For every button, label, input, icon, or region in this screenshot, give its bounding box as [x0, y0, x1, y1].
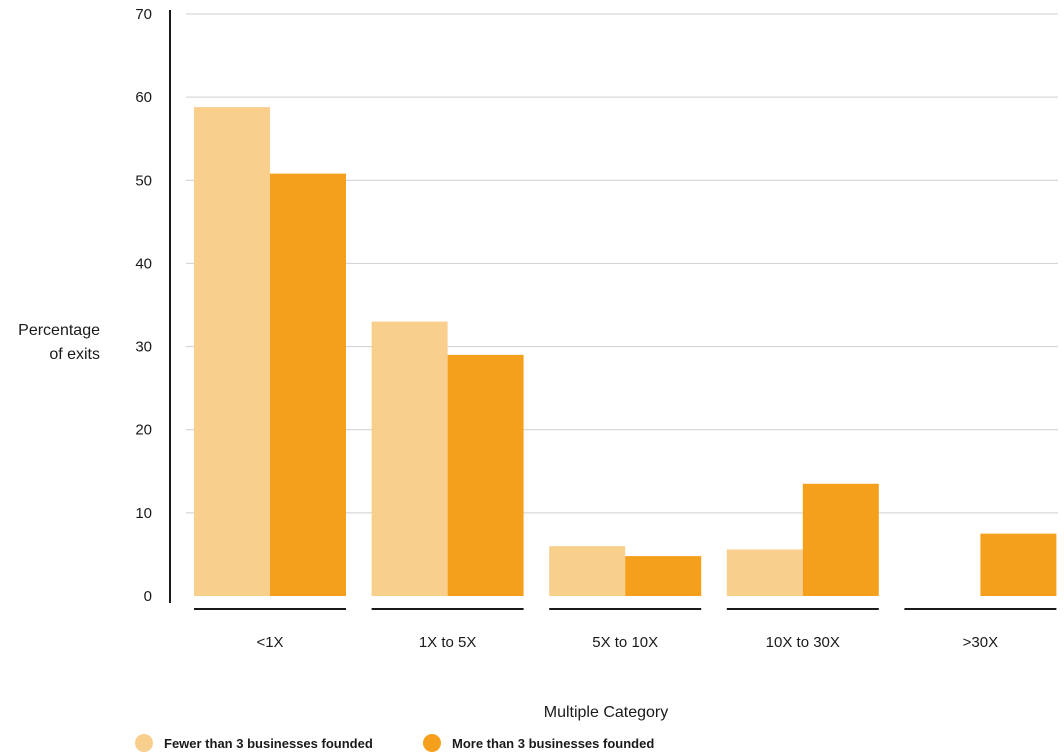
- x-axis-title: Multiple Category: [544, 704, 669, 721]
- bar-fewer-0: [194, 107, 270, 597]
- x-tick-label: 10X to 30X: [766, 634, 840, 651]
- y-tick-label: 40: [135, 255, 152, 272]
- bar-more-2: [625, 556, 702, 596]
- x-tick-label: 5X to 10X: [592, 634, 658, 651]
- legend: Fewer than 3 businesses founded More than…: [135, 734, 654, 752]
- legend-swatch: [135, 734, 153, 752]
- y-tick-label: 20: [135, 422, 152, 439]
- y-tick-label: 50: [135, 172, 152, 189]
- y-tick-label: 70: [135, 6, 152, 23]
- bar-fewer-3: [726, 549, 803, 596]
- y-tick-label: 60: [135, 89, 152, 106]
- bar-more-0: [270, 173, 346, 597]
- x-tick-label: 1X to 5X: [419, 634, 477, 651]
- y-tick-label: 10: [135, 505, 152, 522]
- bar-more-1: [447, 354, 524, 596]
- bars: [194, 107, 1057, 597]
- legend-label: More than 3 businesses founded: [452, 736, 654, 751]
- y-tick-label: 30: [135, 339, 152, 356]
- legend-label: Fewer than 3 businesses founded: [164, 736, 373, 751]
- bar-more-3: [802, 483, 879, 596]
- x-tick-label: >30X: [963, 634, 998, 651]
- y-tick-label: 0: [144, 588, 152, 605]
- bar-more-4: [980, 533, 1057, 596]
- x-tick-labels: <1X 1X to 5X 5X to 10X 10X to 30X >30X: [256, 634, 998, 651]
- x-tick-label: <1X: [256, 634, 283, 651]
- y-axis-title: Percentage of exits: [18, 322, 100, 363]
- bar-fewer-2: [549, 546, 626, 596]
- y-tick-labels: 0 10 20 30 40 50 60 70: [135, 6, 152, 605]
- legend-swatch: [423, 734, 441, 752]
- bar-fewer-1: [371, 321, 448, 596]
